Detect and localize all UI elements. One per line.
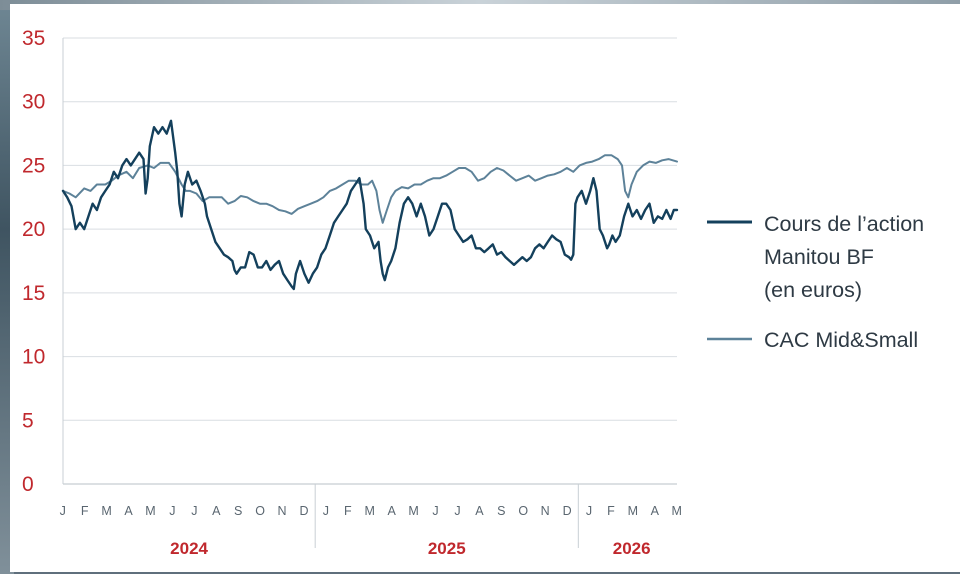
x-tick-label: F bbox=[344, 504, 352, 518]
gridlines bbox=[62, 37, 677, 485]
x-tick-label: D bbox=[563, 504, 573, 518]
x-tick-label: A bbox=[124, 504, 133, 518]
x-tick-label: M bbox=[628, 504, 639, 518]
x-tick-label: A bbox=[651, 504, 660, 518]
x-tick-label: A bbox=[212, 504, 221, 518]
x-tick-label: M bbox=[408, 504, 419, 518]
x-tick-label: J bbox=[191, 504, 198, 518]
year-label: 2025 bbox=[428, 539, 466, 558]
x-tick-label: D bbox=[299, 504, 309, 518]
x-tick-label: F bbox=[607, 504, 615, 518]
y-tick-label: 0 bbox=[22, 473, 34, 496]
y-tick-label: 5 bbox=[22, 409, 34, 432]
x-axis-year-labels: 2024 2025 2026 bbox=[170, 484, 651, 558]
x-tick-label: J bbox=[454, 504, 461, 518]
y-tick-label: 15 bbox=[22, 282, 45, 305]
x-tick-label: J bbox=[169, 504, 176, 518]
x-tick-label: A bbox=[475, 504, 484, 518]
x-tick-label: S bbox=[497, 504, 506, 518]
y-tick-label: 20 bbox=[22, 218, 45, 241]
x-tick-label: N bbox=[278, 504, 288, 518]
x-tick-label: M bbox=[672, 504, 683, 518]
y-tick-label: 25 bbox=[22, 154, 45, 177]
x-tick-label: N bbox=[541, 504, 551, 518]
legend: Cours de l’action Manitou BF (en euros) CAC… bbox=[707, 212, 924, 352]
series-lines bbox=[61, 119, 679, 291]
x-tick-label: M bbox=[365, 504, 376, 518]
x-tick-label: J bbox=[586, 504, 593, 518]
chart-card bbox=[10, 4, 960, 572]
x-tick-label: S bbox=[234, 504, 243, 518]
series-line-manitou bbox=[61, 119, 679, 291]
y-tick-label: 10 bbox=[22, 346, 45, 369]
x-tick-label: J bbox=[323, 504, 330, 518]
y-tick-label: 30 bbox=[22, 91, 45, 114]
y-tick-label: 35 bbox=[22, 27, 45, 50]
x-tick-label: O bbox=[518, 504, 528, 518]
x-tick-label: M bbox=[101, 504, 112, 518]
x-tick-label: O bbox=[255, 504, 265, 518]
year-label: 2024 bbox=[170, 539, 208, 558]
x-tick-label: A bbox=[388, 504, 397, 518]
legend-label: Cours de l’action Manitou BF (en euros) bbox=[764, 212, 924, 302]
x-tick-label: M bbox=[145, 504, 156, 518]
x-tick-label: F bbox=[81, 504, 89, 518]
year-label: 2026 bbox=[613, 539, 651, 558]
legend-label: CAC Mid&Small bbox=[764, 328, 918, 352]
y-axis-ticks: 0 5 10 15 20 25 30 35 bbox=[22, 27, 45, 496]
x-tick-label: J bbox=[60, 504, 67, 518]
series-line-cac-mid-small bbox=[62, 154, 678, 224]
x-tick-label: J bbox=[432, 504, 439, 518]
